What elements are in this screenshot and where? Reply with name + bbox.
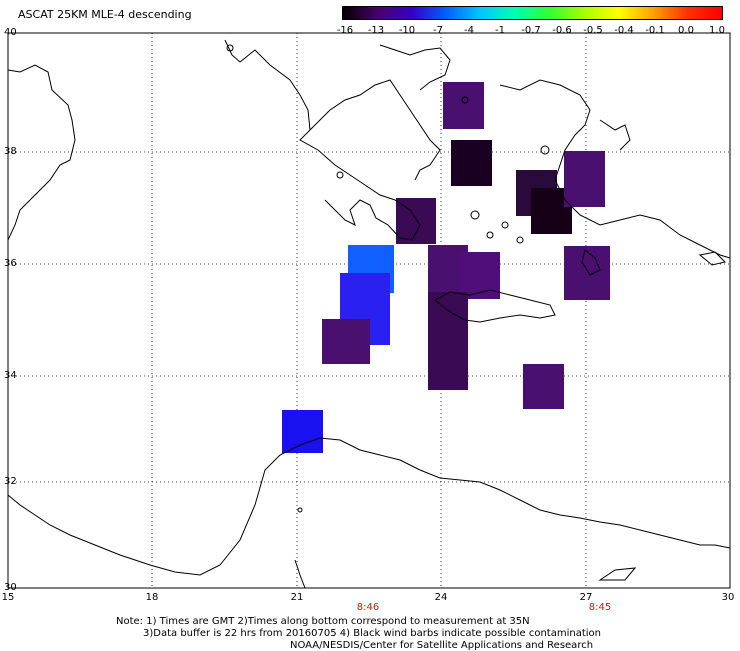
colorbar-tick-label: -0.7 [521,25,541,36]
lon-tick-label: 18 [145,592,159,603]
cell-libya-blue [282,410,323,453]
colorbar-tick-label: -10 [398,25,416,36]
colorbar-tick-label: -16 [336,25,354,36]
coastlines [7,39,731,589]
note-line-3: NOAA/NESDIS/Center for Satellite Applica… [290,640,594,651]
colorbar-tick-label: -0.5 [583,25,603,36]
colorbar [342,6,723,20]
lat-tick-label: 40 [4,27,17,38]
colorbar-tick-label: -0.4 [614,25,634,36]
scatterometer-cells [282,82,610,453]
pass-time-label: 8:46 [356,602,380,613]
map-title: ASCAT 25KM MLE-4 descending [18,8,192,21]
colorbar-tick-label: -0.6 [552,25,572,36]
colorbar-tick-label: 1.0 [709,25,725,36]
colorbar-tick-label: -4 [464,25,474,36]
note-line-2: 3)Data buffer is 22 hrs from 20160705 4)… [143,628,601,639]
colorbar-tick-label: -1 [495,25,505,36]
pass-time-label: 8:45 [588,602,612,613]
note-line-1: Note: 1) Times are GMT 2)Times along bot… [116,616,530,627]
lat-tick-label: 38 [4,146,17,157]
colorbar-tick-label: 0.0 [678,25,694,36]
lon-tick-label: 30 [721,592,735,603]
lat-tick-label: 36 [4,258,17,269]
cell-crete-c [428,292,468,390]
cell-rhodes [564,246,610,300]
lon-tick-label: 27 [579,592,593,603]
cell-south-crete [523,364,564,409]
lat-tick-label: 30 [4,582,17,593]
cell-crete-b [460,252,500,299]
colorbar-tick-label: -0.1 [645,25,665,36]
colorbar-tick-label: -13 [367,25,385,36]
cell-aegean-north [443,82,484,129]
lon-tick-label: 15 [1,592,15,603]
cell-aegean-dark [451,140,492,186]
cell-ionian-purple [322,319,370,364]
colorbar-tick-label: -7 [433,25,443,36]
cell-aegean-east-c [564,151,605,207]
lat-tick-label: 32 [4,476,17,487]
lat-tick-label: 34 [4,370,17,381]
map-frame [7,32,731,589]
lon-tick-label: 21 [290,592,304,603]
lon-tick-label: 24 [434,592,448,603]
